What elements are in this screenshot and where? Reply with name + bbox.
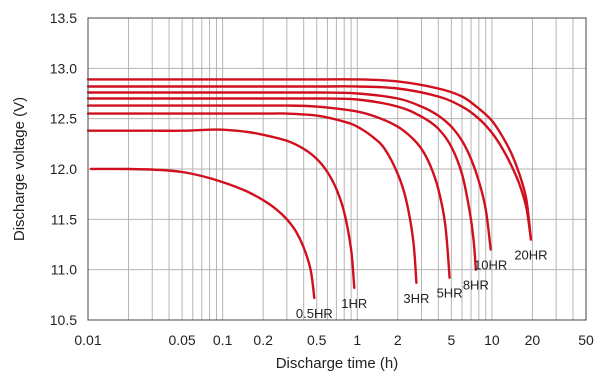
series-end-label: 10HR [474,258,507,273]
x-tick-label: 0.01 [74,332,101,348]
x-tick-label: 50 [578,332,594,348]
y-tick-label: 12.0 [50,161,77,177]
x-tick-label: 5 [447,332,455,348]
series-end-label: 8HR [463,278,489,293]
y-tick-label: 13.0 [50,60,77,76]
x-tick-label: 2 [394,332,402,348]
series-line [86,104,451,279]
y-tick-label: 11.0 [51,262,77,278]
x-tick-label: 0.5 [307,332,327,348]
series-line [89,167,316,300]
x-tick-label: 0.1 [213,332,233,348]
y-tick-label: 11.5 [51,211,77,227]
series-line [86,78,533,241]
x-tick-label: 20 [525,332,541,348]
series-end-label: 0.5HR [296,306,333,321]
series-line [86,91,492,251]
tick-labels: 0.01 0.05 0.1 0.2 0.5 1 2 5 10 20 50 10.5 11.0 11.5 12… [50,10,594,348]
x-tick-label: 0.05 [168,332,195,348]
series-end-label: 1HR [341,296,367,311]
y-tick-label: 10.5 [50,312,77,328]
y-tick-label: 13.5 [50,10,77,26]
x-tick-label: 10 [484,332,500,348]
series-line [86,85,533,241]
plot-frame [87,17,587,321]
series-line [86,128,356,289]
x-tick-label: 1 [353,332,361,348]
series-end-label: 20HR [514,247,547,262]
x-tick-label: 0.2 [253,332,273,348]
y-axis-title: Discharge voltage (V) [11,97,28,241]
series-line [86,112,418,284]
grid [88,18,586,320]
y-tick-label: 12.5 [50,111,77,127]
series-line [86,97,477,271]
series-end-label: 3HR [403,291,429,306]
series-lines [86,78,533,300]
series-end-label: 5HR [437,286,463,301]
x-axis-title: Discharge time (h) [276,355,399,372]
